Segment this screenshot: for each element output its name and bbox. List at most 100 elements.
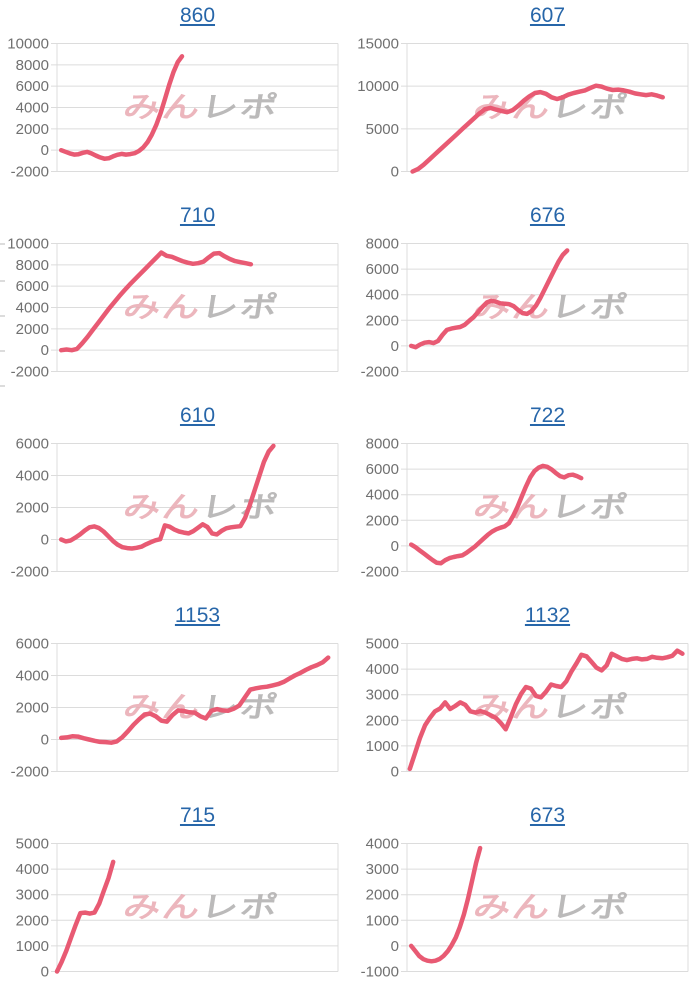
y-axis-label: 3000 — [366, 687, 399, 704]
chart-title-link[interactable]: 673 — [529, 804, 566, 827]
y-axis-label: 4000 — [16, 861, 49, 878]
watermark-text: みんレポ — [121, 91, 282, 124]
chart-title-link[interactable]: 607 — [529, 4, 566, 27]
y-axis-label: 4000 — [366, 287, 399, 304]
chart-title-link[interactable]: 1153 — [174, 604, 221, 627]
y-axis-label: 5000 — [366, 636, 399, 653]
chart-cell: 710 10000 8000 6000 4000 2000 0 -2000 みんレポ — [0, 200, 350, 400]
y-axis-label: 3000 — [16, 887, 49, 904]
chart-title-link[interactable]: 676 — [529, 204, 566, 227]
chart-title-link[interactable]: 610 — [179, 404, 216, 427]
y-axis-label: 2000 — [16, 912, 49, 929]
chart-cell: 1153 6000 4000 2000 0 -2000 みんレポ — [0, 600, 350, 800]
y-axis-label: 0 — [41, 532, 49, 549]
y-axis-label: 2000 — [16, 321, 49, 338]
y-axis-label: 4000 — [366, 836, 399, 853]
watermark-text: みんレポ — [471, 491, 632, 524]
series-line — [58, 250, 254, 353]
y-axis-label: -2000 — [11, 564, 49, 581]
y-axis-label: 2000 — [366, 312, 399, 329]
series-line — [410, 83, 665, 174]
y-axis-label: 4000 — [16, 100, 49, 117]
chart-canvas: 6000 4000 2000 0 -2000 みんレポ — [11, 436, 339, 581]
series-line — [58, 655, 331, 745]
y-axis-label: 0 — [391, 338, 399, 355]
y-axis-label: 1000 — [366, 738, 399, 755]
series-line — [407, 648, 685, 772]
chart-cell: 860 10000 8000 6000 4000 2000 0 -2000 みんレポ — [0, 0, 350, 200]
y-axis-label: 0 — [391, 938, 399, 955]
chart-cell: 676 8000 6000 4000 2000 0 -2000 みんレポ — [350, 200, 700, 400]
y-axis-label: 0 — [41, 964, 49, 981]
chart-canvas: 4000 3000 2000 1000 0 -1000 みんレポ — [361, 836, 689, 981]
chart-cell: 722 8000 6000 4000 2000 0 -2000 みんレポ — [350, 400, 700, 600]
y-axis-label: 8000 — [16, 257, 49, 274]
y-axis-label: 4000 — [16, 468, 49, 485]
watermark-text: みんレポ — [121, 291, 282, 324]
chart-canvas: 5000 4000 3000 2000 1000 0 みんレポ — [16, 836, 339, 981]
y-axis-label: -1000 — [361, 964, 399, 981]
y-axis-label: -2000 — [11, 164, 49, 181]
y-axis-label: 2000 — [16, 500, 49, 517]
chart-cell: 1132 5000 4000 3000 2000 1000 0 みんレポ — [350, 600, 700, 800]
chart-canvas: 8000 6000 4000 2000 0 -2000 みんレポ — [361, 436, 689, 581]
y-axis-label: 0 — [41, 732, 49, 749]
y-axis-label: 2000 — [366, 712, 399, 729]
y-axis-label: 2000 — [16, 700, 49, 717]
y-axis-label: 10000 — [7, 36, 49, 53]
watermark-text: みんレポ — [121, 491, 282, 524]
y-axis-label: 1000 — [16, 938, 49, 955]
y-axis-label: 5000 — [366, 121, 399, 138]
y-axis-label: 8000 — [366, 236, 399, 253]
y-axis-label: 4000 — [16, 300, 49, 317]
chart-cell: 607 15000 10000 5000 0 みんレポ — [350, 0, 700, 200]
chart-cell: 610 6000 4000 2000 0 -2000 みんレポ — [0, 400, 350, 600]
watermark-text: みんレポ — [121, 891, 282, 924]
chart-title-link[interactable]: 1132 — [524, 604, 571, 627]
chart-title-link[interactable]: 722 — [529, 404, 566, 427]
y-axis-label: -2000 — [11, 764, 49, 781]
y-axis-label: 6000 — [16, 78, 49, 95]
y-axis-label: 5000 — [16, 836, 49, 853]
clipped-chart-ticks — [0, 243, 5, 245]
y-axis-label: 6000 — [366, 261, 399, 278]
y-axis-label: 8000 — [16, 57, 49, 74]
clipped-chart-ticks — [0, 315, 5, 317]
y-axis-label: 2000 — [16, 121, 49, 138]
watermark-text: みんレポ — [471, 91, 632, 124]
chart-cell: 715 5000 4000 3000 2000 1000 0 みんレポ — [0, 800, 350, 1000]
clipped-chart-ticks — [0, 280, 5, 282]
chart-title-link[interactable]: 710 — [179, 204, 216, 227]
y-axis-label: 8000 — [366, 436, 399, 453]
chart-canvas: 8000 6000 4000 2000 0 -2000 みんレポ — [361, 236, 689, 381]
chart-cell: 673 4000 3000 2000 1000 0 -1000 みんレポ — [350, 800, 700, 1000]
series-line — [408, 463, 584, 566]
y-axis-label: 6000 — [16, 278, 49, 295]
y-axis-label: 10000 — [7, 236, 49, 253]
y-axis-label: 6000 — [16, 436, 49, 453]
chart-canvas: 15000 10000 5000 0 みんレポ — [357, 36, 689, 181]
chart-title-link[interactable]: 860 — [179, 4, 216, 27]
y-axis-label: 6000 — [16, 636, 49, 653]
chart-canvas: 10000 8000 6000 4000 2000 0 -2000 みんレポ — [7, 36, 339, 181]
chart-canvas: 10000 8000 6000 4000 2000 0 -2000 みんレポ — [7, 236, 339, 381]
y-axis-label: 0 — [41, 142, 49, 159]
chart-title-link[interactable]: 715 — [179, 804, 216, 827]
y-axis-label: -2000 — [361, 564, 399, 581]
y-axis-label: -2000 — [361, 364, 399, 381]
y-axis-label: -2000 — [11, 364, 49, 381]
y-axis-label: 0 — [391, 538, 399, 555]
y-axis-label: 4000 — [366, 487, 399, 504]
y-axis-label: 10000 — [357, 78, 399, 95]
y-axis-label: 0 — [391, 764, 399, 781]
y-axis-label: 2000 — [366, 887, 399, 904]
y-axis-label: 6000 — [366, 461, 399, 478]
watermark-text: みんレポ — [471, 291, 632, 324]
series-line — [54, 859, 116, 974]
y-axis-label: 0 — [41, 342, 49, 359]
y-axis-label: 4000 — [16, 668, 49, 685]
series-line — [58, 443, 276, 551]
